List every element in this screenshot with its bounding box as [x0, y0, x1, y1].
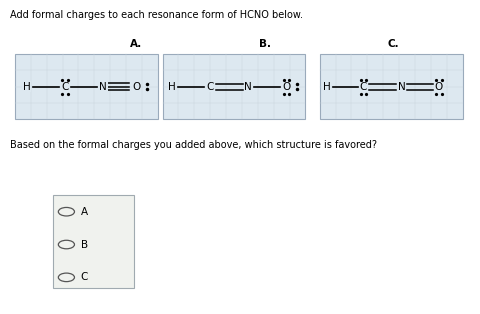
- Text: O: O: [435, 82, 443, 92]
- Text: C: C: [360, 82, 367, 92]
- Bar: [320, 54, 463, 120]
- Text: H: H: [23, 82, 31, 92]
- Text: O: O: [132, 82, 141, 92]
- Text: N: N: [398, 82, 406, 92]
- Text: Based on the formal charges you added above, which structure is favored?: Based on the formal charges you added ab…: [10, 140, 377, 150]
- Text: C: C: [81, 272, 88, 282]
- Bar: [53, 194, 134, 288]
- Text: A.: A.: [130, 39, 143, 49]
- Text: N: N: [244, 82, 252, 92]
- Bar: [163, 54, 305, 120]
- Text: Add formal charges to each resonance form of HCNO below.: Add formal charges to each resonance for…: [10, 10, 303, 20]
- Text: H: H: [323, 82, 331, 92]
- Bar: [15, 54, 158, 120]
- Text: N: N: [99, 82, 107, 92]
- Text: H: H: [168, 82, 176, 92]
- Text: C.: C.: [388, 39, 399, 49]
- Text: B.: B.: [259, 39, 271, 49]
- Text: C: C: [61, 82, 69, 92]
- Text: C: C: [206, 82, 214, 92]
- Text: A: A: [81, 207, 88, 217]
- Text: O: O: [282, 82, 290, 92]
- Text: B: B: [81, 240, 88, 250]
